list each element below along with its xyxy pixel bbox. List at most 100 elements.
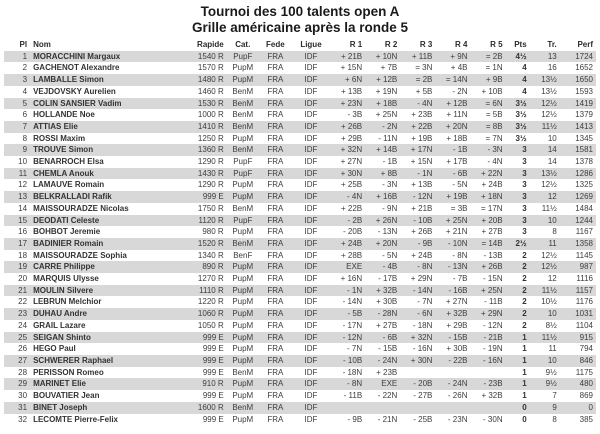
cell-pl: 5 <box>4 97 31 110</box>
cell-r1: + 29B <box>341 133 363 143</box>
cell-r3: - 18N <box>412 320 433 330</box>
cell-nom: VEJDOVSKY Aurelien <box>33 86 116 96</box>
cell-perf: 1379 <box>575 110 593 120</box>
cell-cat: BenM <box>232 110 254 120</box>
cell-r2: - 9N <box>382 203 398 213</box>
cell-fede: FRA <box>258 167 292 180</box>
cell-r3: + 22B <box>400 120 436 133</box>
cell-rapide: 999 E <box>180 191 227 203</box>
cell-nom: LECOMTE Pierre-Felix <box>33 414 118 424</box>
cell-r2: + 19N <box>375 86 398 96</box>
cell-cat: PupF <box>226 167 259 180</box>
cell-r4: + 25N <box>435 214 471 227</box>
cell-perf: 1167 <box>575 227 593 237</box>
column-header-tr: Tr. <box>547 40 557 49</box>
cell-r4: - 26N <box>447 391 468 401</box>
cell-r5: - 3N <box>470 144 506 157</box>
cell-r5: = 2B <box>470 50 506 63</box>
cell-r1: - 7N <box>347 344 363 354</box>
cell-pl: 13 <box>4 191 31 203</box>
cell-r1: + 28B <box>341 250 363 260</box>
cell-r3: - 10B <box>400 214 436 227</box>
cell-pts: 2½ <box>505 237 530 250</box>
cell-pts: 2 <box>522 320 527 330</box>
table-row: 18 MAISSOURADZE Sophia 1340 R BenF FRA IDF + 2… <box>4 250 596 262</box>
cell-r3: - 20B <box>400 378 436 391</box>
cell-fede: FRA <box>267 320 284 330</box>
cell-r2: - 5N <box>382 250 398 260</box>
cell-cat: PupM <box>232 274 254 284</box>
cell-pts: 1 <box>505 331 530 344</box>
cell-nom: BENARROCH Elsa <box>33 157 104 167</box>
cell-r1: - 14N <box>342 297 363 307</box>
cell-rapide: 910 R <box>180 378 227 391</box>
cell-nom: ATTIAS Elie <box>30 120 181 133</box>
cell-r3: + 11B <box>400 50 436 63</box>
cell-nom: HOLLANDE Noe <box>33 110 95 120</box>
cell-tr: 13½ <box>529 167 560 180</box>
cell-r4: - 13N <box>435 261 471 274</box>
cell-tr: 9½ <box>529 378 560 391</box>
cell-cat: BenM <box>232 86 254 96</box>
table-row: 21 MOULIN Silvere 1110 R PupM FRA IDF - 1N + 32… <box>4 284 596 297</box>
table-row: 3 LAMBALLE Simon 1480 R PupM FRA IDF + 6N + 12B… <box>4 74 596 86</box>
cell-r5: - 30N <box>483 414 503 424</box>
column-header-r1: R 1 <box>349 40 363 49</box>
cell-fede: FRA <box>267 63 284 73</box>
cell-r5: + 24B <box>481 180 503 190</box>
cell-r5: + 22N <box>470 167 506 180</box>
column-header-ligue: Ligue <box>300 40 322 49</box>
cell-r2: - 2N <box>365 120 401 133</box>
cell-r3: + 15N <box>410 157 433 167</box>
table-row: 14 MAISSOURADZE Nicolas 1750 R BenM FRA IDF + … <box>4 203 596 215</box>
cell-pl: 31 <box>4 401 31 414</box>
cell-tr: 11½ <box>529 120 560 133</box>
cell-rapide: 999 E <box>180 331 227 344</box>
cell-perf: 1325 <box>575 180 593 190</box>
cell-pl: 26 <box>18 344 28 354</box>
cell-pts: 3 <box>505 144 530 157</box>
cell-r5: - 13B <box>483 250 503 260</box>
cell-r3: + 23B <box>411 110 433 120</box>
cell-r1: - 18N <box>342 367 363 377</box>
cell-r5: - 16N <box>470 354 506 367</box>
cell-fede: FRA <box>258 308 292 320</box>
cell-r2: - 28N <box>365 308 401 320</box>
cell-pl: 9 <box>4 144 31 157</box>
cell-cat: BenM <box>226 144 259 157</box>
cell-pl: 16 <box>18 227 28 237</box>
cell-ligue: IDF <box>291 401 331 414</box>
cell-ligue: IDF <box>291 167 331 180</box>
cell-tr: 12½ <box>529 261 560 274</box>
cell-perf: 1724 <box>559 50 596 63</box>
standings-table: Pl Nom Rapide Cat. Fede Ligue R 1 R 2 R 3 R 4 R 5 P… <box>4 39 596 425</box>
cell-r3: - 16N <box>412 344 433 354</box>
cell-perf: 480 <box>559 378 596 391</box>
cell-pts: 2 <box>505 308 530 320</box>
cell-perf: 1104 <box>575 320 593 330</box>
cell-ligue: IDF <box>291 284 331 297</box>
cell-cat: PupM <box>226 308 259 320</box>
cell-tr: 13½ <box>529 74 560 86</box>
cell-r1: + 23N <box>330 97 366 110</box>
cell-nom: TROUVE Simon <box>30 144 181 157</box>
cell-cat: PupM <box>232 414 254 424</box>
cell-r1: - 11B <box>343 391 363 401</box>
cell-nom: DUHAU Andre <box>30 308 181 320</box>
cell-r5: = 6N <box>470 97 506 110</box>
cell-fede: FRA <box>267 157 284 167</box>
cell-pts: 3 <box>522 180 527 190</box>
cell-r2: + 23B <box>376 367 398 377</box>
cell-r5: - 4N <box>487 157 503 167</box>
cell-r4: + 4B <box>450 63 468 73</box>
cell-r1: + 15N <box>340 63 363 73</box>
cell-ligue: IDF <box>291 378 331 391</box>
cell-ligue: IDF <box>304 367 318 377</box>
cell-nom: GACHENOT Alexandre <box>33 63 120 73</box>
cell-pl: 20 <box>18 274 28 284</box>
cell-r5: = 17N <box>481 203 503 213</box>
cell-tr: 10 <box>529 308 560 320</box>
cell-pts: 0 <box>505 401 530 414</box>
cell-pts: 0 <box>522 414 527 424</box>
cell-ligue: IDF <box>304 344 318 354</box>
